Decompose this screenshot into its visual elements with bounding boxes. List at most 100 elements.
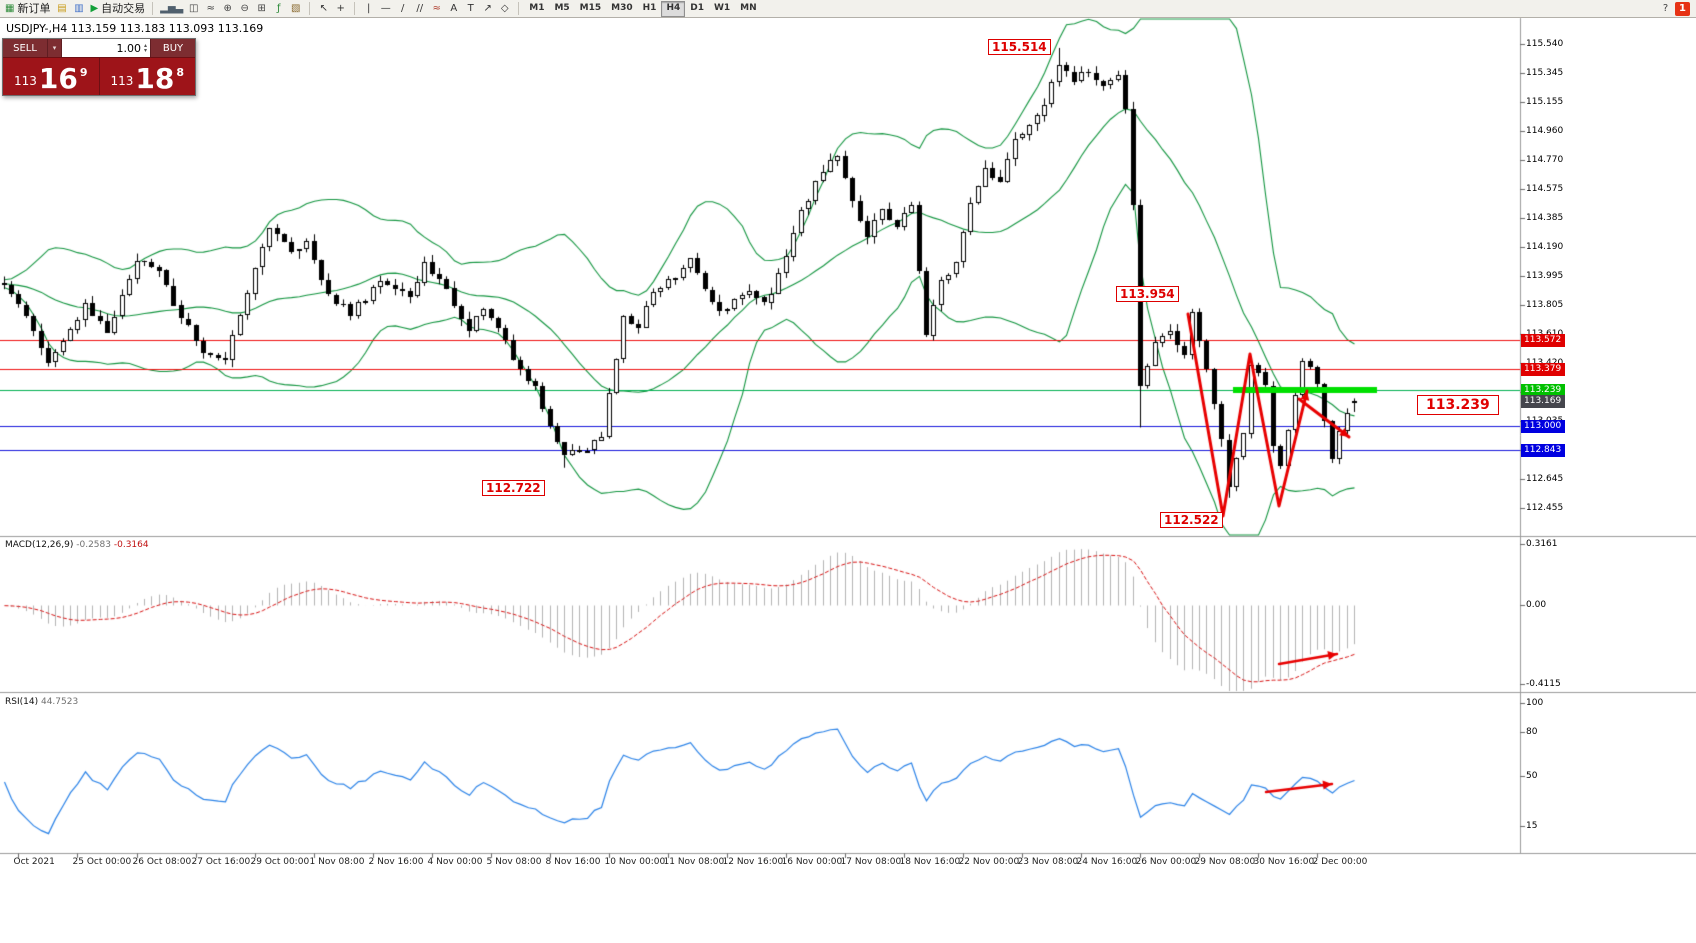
price-axis-tick: 112.455 xyxy=(1526,502,1564,513)
volume-increase-icon[interactable]: ▴ xyxy=(143,42,147,49)
price-annotation[interactable]: 113.954 xyxy=(1116,286,1179,302)
time-axis-label: 29 Nov 08:00 xyxy=(1194,857,1256,867)
trendline-button[interactable]: / xyxy=(394,1,411,17)
buy-price-pip: 8 xyxy=(176,66,185,79)
macd-signal-value: -0.3164 xyxy=(113,540,149,550)
rsi-axis-tick: 80 xyxy=(1526,727,1538,737)
help-button[interactable]: ? xyxy=(1657,1,1674,17)
sell-price-pip: 9 xyxy=(79,66,88,79)
cursor-button[interactable]: ↖ xyxy=(315,1,332,17)
buy-button[interactable]: BUY xyxy=(150,39,195,57)
price-tag: 113.379 xyxy=(1521,362,1565,376)
time-axis-label: 22 Nov 00:00 xyxy=(958,857,1020,867)
navigator-icon: ▥ xyxy=(74,2,84,14)
templates-icon: ▧ xyxy=(291,2,301,14)
symbol-ohlc-header: USDJPY-,H4 113.159 113.183 113.093 113.1… xyxy=(6,22,264,35)
new-order-icon: ▦ xyxy=(5,2,15,14)
sell-dropdown-caret-icon[interactable]: ▾ xyxy=(48,39,62,57)
zoom-in-icon: ⊕ xyxy=(223,2,232,14)
templates-button[interactable]: ▧ xyxy=(287,1,304,17)
zoom-out-button[interactable]: ⊖ xyxy=(236,1,253,17)
volume-decrease-icon[interactable]: ▾ xyxy=(143,47,147,54)
macd-name: MACD(12,26,9) xyxy=(5,540,74,550)
notification-badge[interactable]: 1 xyxy=(1675,1,1690,16)
price-callout[interactable]: 113.239 xyxy=(1417,395,1499,415)
macd-axis-tick: 0.3161 xyxy=(1526,539,1558,550)
trade-panel-top-row: SELL ▾ 1.00 ▴ ▾ BUY xyxy=(3,39,195,58)
price-axis-tick: 114.190 xyxy=(1526,242,1564,252)
timeframe-M5-button[interactable]: M5 xyxy=(554,3,570,13)
timeframe-M1-button[interactable]: M1 xyxy=(529,3,545,13)
time-axis-label: 23 Nov 08:00 xyxy=(1017,857,1079,867)
sell-price-display[interactable]: 113 16 9 xyxy=(3,58,99,95)
time-axis-label: 29 Oct 00:00 xyxy=(250,857,310,867)
timeframe-M15-button[interactable]: M15 xyxy=(579,3,602,13)
vertical-line-button[interactable]: | xyxy=(360,1,377,17)
candlestick-chart-button[interactable]: ◫ xyxy=(185,1,202,17)
price-axis-tick: 115.155 xyxy=(1526,96,1564,107)
rsi-label: RSI(14) 44.7523 xyxy=(5,697,78,707)
line-chart-button[interactable]: ≈ xyxy=(202,1,219,17)
indicators-button[interactable]: ƒ xyxy=(270,1,287,17)
price-annotation[interactable]: 115.514 xyxy=(988,39,1051,55)
time-axis-label: 30 Nov 16:00 xyxy=(1253,857,1315,867)
candlestick-chart-icon: ◫ xyxy=(189,2,199,14)
time-axis-label: 4 Nov 00:00 xyxy=(427,857,483,867)
label-button[interactable]: T xyxy=(462,1,479,17)
time-axis-label: 5 Nov 08:00 xyxy=(486,857,542,867)
time-axis-label: 10 Nov 00:00 xyxy=(604,857,666,867)
toolbar: ▦ 新订单 ▤ ▥ ▶ 自动交易 ▂▅▃ ◫ ≈ ⊕ ⊖ ⊞ ƒ ▧ ↖ + | — ///≈ A T ↗ ◇… xyxy=(0,0,1696,18)
tile-windows-button[interactable]: ⊞ xyxy=(253,1,270,17)
price-annotation[interactable]: 112.722 xyxy=(482,480,545,496)
wave-icon: ≈ xyxy=(432,2,441,14)
sell-button[interactable]: SELL xyxy=(3,39,48,57)
price-tag: 112.843 xyxy=(1521,443,1565,457)
price-axis-tick: 113.995 xyxy=(1526,271,1564,282)
charts-button[interactable]: ▤ xyxy=(53,1,70,17)
timeframe-H1-button[interactable]: H1 xyxy=(642,3,657,13)
rsi-axis-tick: 15 xyxy=(1526,821,1538,832)
text-button[interactable]: A xyxy=(445,1,462,17)
macd-label: MACD(12,26,9) -0.2583 -0.3164 xyxy=(5,540,149,550)
horizontal-line-button[interactable]: — xyxy=(377,1,394,17)
rsi-name: RSI(14) xyxy=(5,697,39,707)
rsi-value: 44.7523 xyxy=(40,697,79,707)
buy-price-prefix: 113 xyxy=(110,74,134,88)
shapes-button[interactable]: ◇ xyxy=(496,1,513,17)
timeframe-W1-button[interactable]: W1 xyxy=(713,3,731,13)
navigator-button[interactable]: ▥ xyxy=(70,1,87,17)
time-axis-label: 26 Oct 08:00 xyxy=(132,857,192,867)
zoom-in-button[interactable]: ⊕ xyxy=(219,1,236,17)
price-tag: 113.239 xyxy=(1521,383,1565,397)
timeframe-H4-button[interactable]: H4 xyxy=(661,0,686,17)
crosshair-button[interactable]: + xyxy=(332,1,349,17)
channel-button[interactable]: // xyxy=(411,1,428,17)
buy-price-display[interactable]: 113 18 8 xyxy=(100,58,196,95)
timeframe-M30-button[interactable]: M30 xyxy=(611,3,633,13)
price-tag: 113.169 xyxy=(1521,394,1565,408)
bar-chart-button[interactable]: ▂▅▃ xyxy=(158,1,185,17)
volume-input[interactable]: 1.00 xyxy=(116,41,141,55)
volume-field: 1.00 ▴ ▾ xyxy=(62,39,150,57)
price-axis-tick: 114.385 xyxy=(1526,212,1564,223)
timeframe-D1-button[interactable]: D1 xyxy=(690,3,704,13)
trade-panel-divider xyxy=(98,58,100,95)
new-order-button[interactable]: ▦ 新订单 xyxy=(3,1,52,17)
autotrade-button[interactable]: ▶ 自动交易 xyxy=(88,1,147,17)
cursor-icon: ↖ xyxy=(319,2,328,14)
time-axis-label: 16 Nov 00:00 xyxy=(781,857,843,867)
arrow-tool-icon: ↗ xyxy=(483,2,492,14)
one-click-trading-panel: SELL ▾ 1.00 ▴ ▾ BUY 113 16 9 113 18 8 xyxy=(2,38,196,96)
price-axis-tick: 114.960 xyxy=(1526,126,1564,137)
time-axis-label: 26 Nov 00:00 xyxy=(1135,857,1197,867)
crosshair-icon: + xyxy=(336,2,345,14)
toolbar-separator xyxy=(518,2,520,15)
arrow-tool-button[interactable]: ↗ xyxy=(479,1,496,17)
indicators-icon: ƒ xyxy=(276,2,281,14)
price-annotation[interactable]: 112.522 xyxy=(1160,512,1223,528)
buy-price-big: 18 xyxy=(135,62,175,95)
wave-button[interactable]: ≈ xyxy=(428,1,445,17)
timeframe-MN-button[interactable]: MN xyxy=(740,3,757,13)
